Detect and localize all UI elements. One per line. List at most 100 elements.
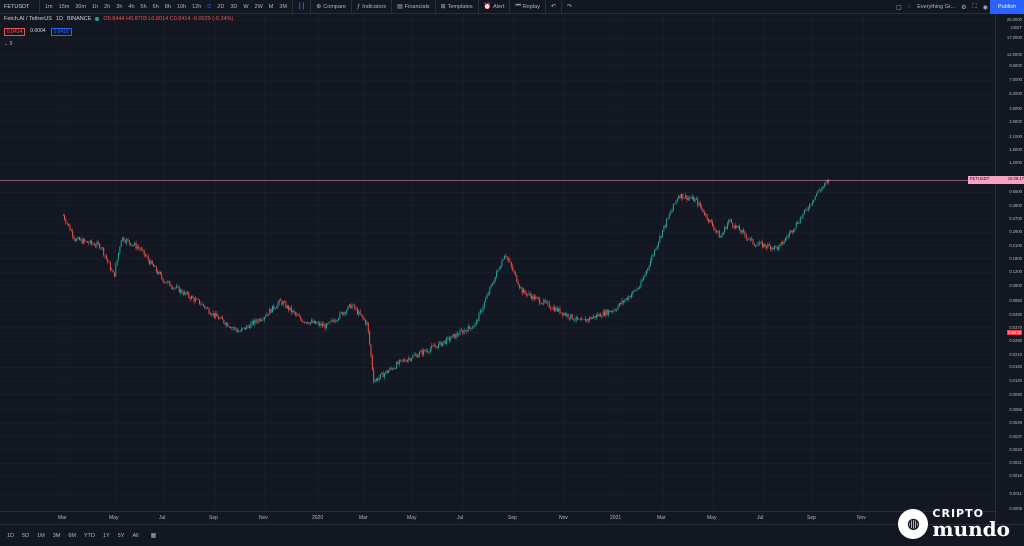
timeframe-8h[interactable]: 8h: [164, 3, 171, 10]
range-5D[interactable]: 5D: [22, 532, 30, 539]
timeframe-30m[interactable]: 30m: [75, 3, 87, 10]
candle-body: [474, 323, 476, 327]
indicator-toggle[interactable]: ⌄ 9: [4, 41, 12, 47]
candle-body: [91, 240, 93, 244]
candle-body: [178, 286, 180, 293]
timeframe-D[interactable]: D: [207, 3, 212, 10]
candle-body: [460, 330, 462, 332]
candle-body: [213, 313, 215, 318]
candle-body: [85, 241, 87, 242]
candle-body: [190, 296, 192, 299]
time-tick: 2021: [610, 515, 622, 521]
candle-body: [712, 221, 714, 226]
candle-body: [577, 316, 579, 320]
compare-button[interactable]: ⊕ Compare: [310, 0, 351, 14]
candle-body: [618, 303, 620, 307]
undo-button[interactable]: ↶: [545, 0, 561, 14]
candle-body: [470, 327, 472, 329]
candle-body: [390, 368, 392, 369]
timeframe-2W[interactable]: 2W: [254, 3, 263, 10]
candle-body: [329, 321, 331, 322]
candle-body: [375, 378, 377, 381]
timeframe-2h[interactable]: 2h: [104, 3, 111, 10]
candle-body: [321, 323, 323, 327]
range-YTD[interactable]: YTD: [83, 532, 95, 539]
range-1D[interactable]: 1D: [7, 532, 15, 539]
layout-name[interactable]: Everything Gr...: [917, 4, 956, 10]
layout-icon[interactable]: ▢: [896, 4, 902, 11]
candle-body: [730, 219, 732, 223]
candle-body: [334, 320, 336, 322]
candle-body: [616, 309, 618, 311]
legend-title[interactable]: Fetch.AI / TetherUS: [4, 16, 52, 22]
candle-body: [289, 307, 291, 311]
templates-button[interactable]: ⊞ Templates: [434, 0, 478, 14]
price-chart[interactable]: [0, 14, 995, 523]
candle-body: [440, 341, 442, 346]
calendar-icon[interactable]: ▦: [150, 533, 157, 539]
candle-body: [84, 239, 86, 242]
timeframe-3M[interactable]: 3M: [279, 3, 288, 10]
candle-body: [186, 292, 188, 294]
candle-body: [99, 243, 101, 249]
candle-body: [383, 373, 385, 378]
candle-body: [379, 373, 381, 378]
financials-button[interactable]: ▤ Financials: [391, 0, 434, 14]
gear-icon[interactable]: ⚙: [961, 4, 967, 11]
timeframe-15m[interactable]: 15m: [58, 3, 70, 10]
candle-body: [780, 242, 782, 245]
range-1Y[interactable]: 1Y: [102, 532, 110, 539]
timeframe-1h[interactable]: 1h: [92, 3, 99, 10]
range-6M[interactable]: 6M: [68, 532, 76, 539]
range-All[interactable]: All: [132, 532, 139, 539]
range-3M[interactable]: 3M: [52, 532, 61, 539]
price-axis[interactable]: 25.0000 USDT 17.0000 12.0000 9.5000 7.0000 5.2…: [968, 14, 1024, 523]
buy-button[interactable]: 0.8418: [50, 28, 72, 36]
timeframe-3h[interactable]: 3h: [116, 3, 123, 10]
replay-button[interactable]: ⏮ Replay: [509, 0, 545, 14]
symbol-search[interactable]: FETUSDT: [0, 0, 40, 14]
timeframe-3D[interactable]: 3D: [230, 3, 238, 10]
redo-button[interactable]: ↷: [561, 0, 577, 14]
timeframe-M[interactable]: M: [268, 3, 274, 10]
fullscreen-icon[interactable]: ⛶: [972, 3, 977, 10]
indicator-count: 9: [9, 41, 13, 47]
candle-body: [716, 230, 718, 232]
candle-body: [224, 322, 226, 325]
indicators-button[interactable]: ƒ Indicators: [350, 0, 391, 14]
timeframe-4h[interactable]: 4h: [128, 3, 135, 10]
candle-body: [68, 223, 70, 226]
timeframe-12h[interactable]: 12h: [192, 3, 202, 10]
candle-body: [174, 287, 176, 289]
candle-body: [250, 323, 252, 329]
candle-body: [424, 349, 426, 352]
timeframe-1m[interactable]: 1m: [45, 3, 53, 10]
candle-body: [297, 314, 299, 317]
candle-body: [316, 323, 318, 324]
candle-body: [547, 301, 549, 303]
timeframe-5h[interactable]: 5h: [140, 3, 147, 10]
sell-button[interactable]: 0.8414: [4, 28, 26, 36]
candle-body: [541, 303, 543, 305]
candle-body: [651, 256, 653, 261]
timeframe-10h[interactable]: 10h: [176, 3, 187, 10]
candle-body: [795, 222, 797, 228]
candle-body: [136, 246, 138, 249]
candle-body: [776, 246, 778, 250]
range-1M[interactable]: 1M: [37, 532, 45, 539]
timeframe-W[interactable]: W: [243, 3, 249, 10]
timeframe-6h[interactable]: 6h: [152, 3, 159, 10]
candle-body: [173, 287, 175, 289]
publish-button[interactable]: Publish: [990, 0, 1024, 14]
time-tick: Jul: [457, 515, 464, 521]
timeframe-2D[interactable]: 2D: [217, 3, 225, 10]
time-tick: Sep: [209, 515, 218, 521]
candle-body: [809, 203, 811, 209]
chart-type-button[interactable]: ┃┃: [292, 0, 310, 14]
candle-body: [559, 308, 561, 314]
range-5Y[interactable]: 5Y: [117, 532, 125, 539]
camera-icon[interactable]: ◉: [982, 4, 988, 11]
alert-button[interactable]: ⏰ Alert: [477, 0, 510, 14]
candle-body: [452, 334, 454, 336]
time-axis[interactable]: Mar May Jul Sep Nov 2020 Mar May Jul Sep Nov 2021 Ma…: [0, 511, 995, 523]
